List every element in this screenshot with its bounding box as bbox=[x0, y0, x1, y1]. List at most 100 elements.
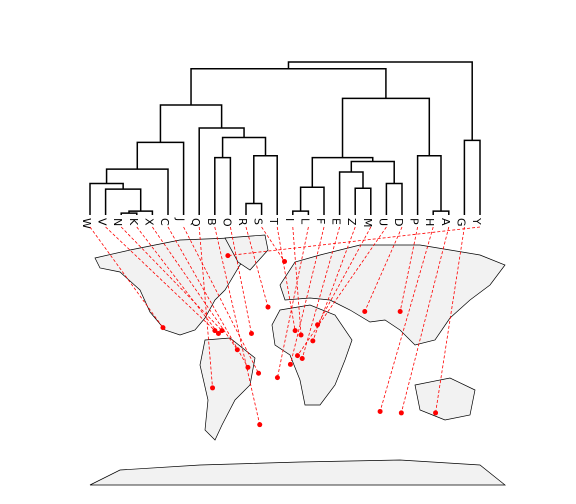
link-line bbox=[261, 226, 285, 262]
link-line bbox=[290, 226, 325, 365]
dendrogram-branch bbox=[253, 154, 278, 215]
dendrogram-branch bbox=[354, 187, 372, 215]
leaf-label: U bbox=[376, 218, 389, 226]
leaf-label: E bbox=[330, 218, 343, 225]
location-point bbox=[248, 331, 254, 337]
leaf-label: W bbox=[80, 218, 93, 229]
location-point bbox=[212, 328, 218, 334]
location-point bbox=[219, 328, 225, 334]
link-line bbox=[230, 226, 252, 334]
leaf-label: X bbox=[142, 218, 155, 226]
leaf-label: C bbox=[158, 218, 171, 226]
location-point bbox=[298, 332, 304, 338]
dendrogram-branch bbox=[432, 210, 450, 215]
leaf-label: O bbox=[220, 218, 233, 227]
leaf-label: A bbox=[439, 218, 452, 226]
leaf-label: S bbox=[252, 218, 265, 225]
location-point bbox=[265, 304, 271, 310]
link-line bbox=[292, 226, 302, 336]
dendrogram-branch bbox=[198, 127, 245, 215]
leaf-label: H bbox=[423, 218, 436, 226]
australia bbox=[414, 377, 476, 421]
location-point bbox=[292, 328, 298, 334]
link-line bbox=[301, 226, 340, 359]
dendrogram-branch bbox=[89, 182, 124, 215]
link-line bbox=[312, 226, 356, 342]
leaf-label: G bbox=[454, 218, 467, 227]
location-point bbox=[274, 375, 280, 381]
location-point bbox=[299, 356, 305, 362]
leaf-label: P bbox=[408, 218, 421, 225]
link-line bbox=[297, 226, 387, 356]
location-point bbox=[257, 422, 263, 428]
link-line bbox=[167, 226, 249, 368]
location-point bbox=[225, 253, 231, 259]
dendrogram-branch bbox=[136, 141, 185, 215]
leaf-label: L bbox=[298, 218, 311, 225]
leaf-label: V bbox=[96, 218, 109, 226]
location-point bbox=[215, 331, 221, 337]
dendrogram-branch bbox=[416, 154, 442, 215]
leaf-label: D bbox=[392, 218, 405, 226]
dendrogram-branch bbox=[299, 186, 325, 215]
link-line bbox=[183, 226, 259, 374]
location-point bbox=[397, 308, 403, 314]
link-line bbox=[120, 226, 223, 331]
link-line bbox=[198, 226, 213, 388]
leaf-label: F bbox=[314, 218, 327, 224]
dendrogram-branch bbox=[159, 104, 223, 143]
location-point bbox=[310, 338, 316, 344]
dendrogram-branch bbox=[463, 139, 481, 215]
location-point bbox=[315, 322, 321, 328]
leaf-label: J bbox=[174, 217, 187, 221]
location-point bbox=[377, 408, 383, 414]
location-point bbox=[256, 370, 262, 376]
leaf-label: T bbox=[267, 217, 280, 225]
link-line bbox=[89, 226, 164, 328]
world-map bbox=[89, 234, 506, 486]
dendrogram-branch bbox=[214, 156, 232, 215]
dendrogram-branch bbox=[287, 61, 473, 141]
leaf-label: M bbox=[361, 218, 374, 228]
link-line bbox=[214, 226, 261, 425]
link-line bbox=[136, 226, 219, 334]
dendrogram-branch bbox=[105, 168, 169, 215]
location-point bbox=[398, 410, 404, 416]
leaf-label: K bbox=[127, 218, 140, 226]
leaf-label: N bbox=[111, 218, 124, 226]
link-line bbox=[105, 226, 216, 331]
location-point bbox=[287, 361, 293, 367]
location-point bbox=[210, 385, 216, 391]
africa bbox=[271, 304, 353, 406]
link-line bbox=[399, 226, 418, 312]
greenland bbox=[224, 234, 269, 271]
south-america bbox=[199, 337, 256, 441]
dendrogram-branch bbox=[221, 136, 267, 158]
dendrogram-branch bbox=[292, 210, 310, 215]
link-line bbox=[435, 226, 465, 413]
antarctica bbox=[89, 459, 506, 486]
link-line bbox=[277, 226, 309, 378]
leaf-label: Z bbox=[345, 218, 358, 226]
leaf-label: Q bbox=[189, 218, 202, 227]
link-line bbox=[400, 226, 450, 414]
dendrogram-branch bbox=[120, 212, 138, 215]
leaf-label: B bbox=[205, 218, 218, 226]
dendrogram-branch bbox=[245, 202, 263, 215]
location-point bbox=[234, 347, 240, 353]
dendrogram-branch bbox=[190, 67, 387, 106]
location-point bbox=[362, 308, 368, 314]
link-line bbox=[317, 226, 372, 325]
eurasia bbox=[279, 244, 506, 346]
link-line bbox=[276, 226, 296, 331]
leaf-label: Y bbox=[470, 217, 483, 225]
north-america bbox=[94, 237, 256, 336]
location-point bbox=[160, 325, 166, 331]
dendrogram-branch bbox=[338, 171, 364, 215]
dendrogram-branch bbox=[341, 97, 431, 158]
leaf-label: R bbox=[236, 218, 249, 226]
link-line bbox=[364, 226, 403, 312]
link-line bbox=[379, 226, 434, 412]
leaf-label: I bbox=[283, 218, 296, 221]
